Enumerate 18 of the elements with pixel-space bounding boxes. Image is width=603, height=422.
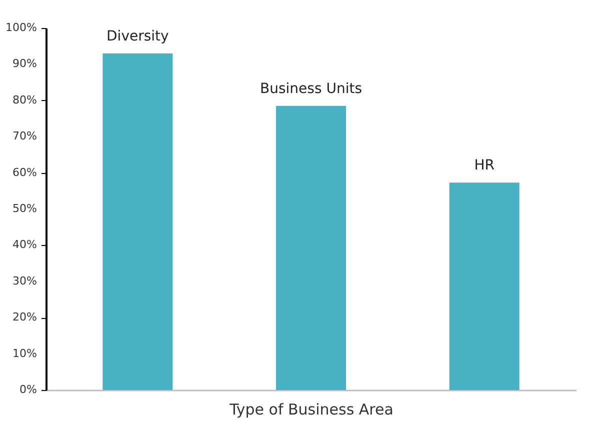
y-tick-label: 20% xyxy=(12,310,37,324)
x-axis-title: Type of Business Area xyxy=(228,400,394,418)
bar xyxy=(449,182,520,390)
y-tick-label: 40% xyxy=(12,238,37,252)
x-tick-label: Business Units xyxy=(260,80,362,97)
y-tick-label: 90% xyxy=(12,57,37,70)
y-tick-label: 60% xyxy=(12,166,37,179)
y-tick-label: 100% xyxy=(6,21,37,34)
y-tick-label: 80% xyxy=(12,93,37,106)
y-tick-label: 10% xyxy=(12,346,37,360)
y-tick-label: 0% xyxy=(20,383,37,396)
y-tick-label: 70% xyxy=(12,130,37,143)
x-tick-label: HR xyxy=(474,158,495,174)
bar xyxy=(276,106,346,390)
bar xyxy=(102,53,173,390)
y-tick-label: 50% xyxy=(12,202,37,215)
x-tick-label: Diversity xyxy=(106,28,169,44)
y-tick-label: 30% xyxy=(12,274,37,288)
